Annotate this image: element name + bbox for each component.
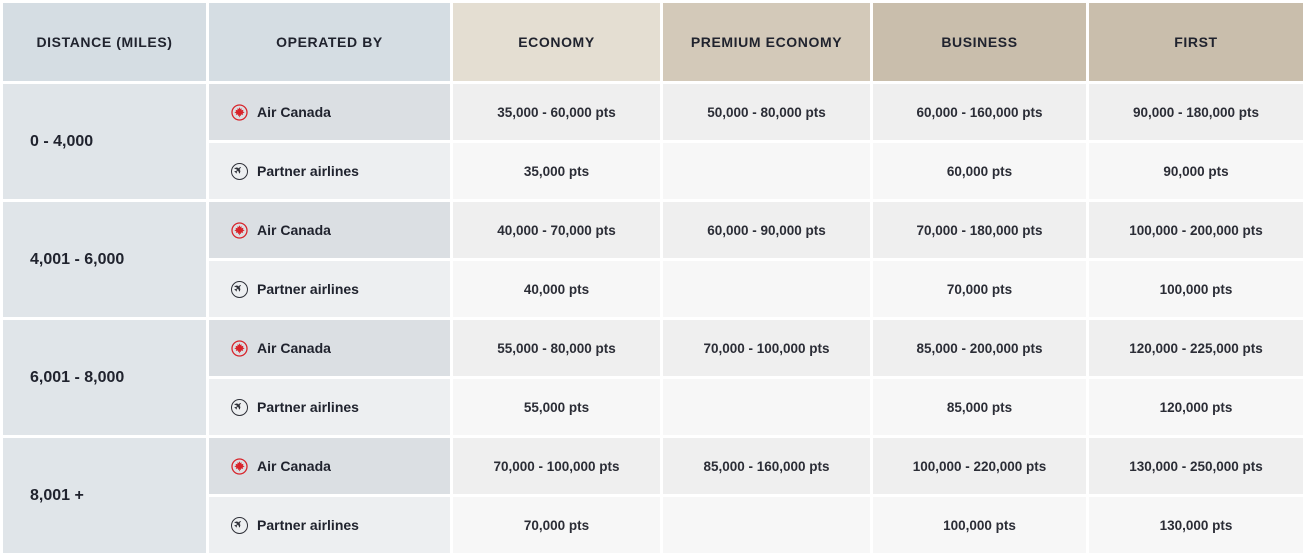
points-cell-premium-economy: 60,000 - 90,000 pts — [663, 202, 870, 258]
points-cell-premium-economy: 85,000 - 160,000 pts — [663, 438, 870, 494]
points-cell-economy: 55,000 pts — [453, 379, 660, 435]
points-cell-premium-economy — [663, 143, 870, 199]
operator-label: Air Canada — [257, 340, 331, 356]
partner-airlines-icon: ✈ — [231, 280, 248, 298]
points-cell-economy: 35,000 pts — [453, 143, 660, 199]
table-row: 6,001 - 8,000 Air Canada 55,000 - 80,000… — [3, 320, 1303, 435]
points-cell-business: 70,000 pts — [873, 261, 1086, 317]
points-cell-premium-economy — [663, 261, 870, 317]
partner-airlines-icon: ✈ — [231, 516, 248, 534]
distance-cell: 8,001 + — [3, 438, 206, 553]
points-cell-first: 120,000 pts — [1089, 379, 1303, 435]
operator-label: Partner airlines — [257, 281, 359, 297]
operator-label: Air Canada — [257, 104, 331, 120]
header-operated-by: OPERATED BY — [209, 3, 450, 81]
points-cell-business: 100,000 pts — [873, 497, 1086, 553]
points-cell-first: 130,000 pts — [1089, 497, 1303, 553]
operator-label: Air Canada — [257, 222, 331, 238]
distance-cell: 4,001 - 6,000 — [3, 202, 206, 317]
operator-cell: ✈ Partner airlines — [209, 379, 450, 435]
distance-cell: 0 - 4,000 — [3, 84, 206, 199]
table-row: ✈ Partner airlines 55,000 pts 85,000 pts… — [3, 379, 1303, 435]
operator-label: Partner airlines — [257, 517, 359, 533]
header-row: DISTANCE (MILES) OPERATED BY ECONOMY PRE… — [3, 3, 1303, 81]
operator-cell: Air Canada — [209, 202, 450, 258]
partner-airlines-icon: ✈ — [231, 398, 248, 416]
points-cell-first: 90,000 pts — [1089, 143, 1303, 199]
operator-label: Air Canada — [257, 458, 331, 474]
points-cell-business: 70,000 - 180,000 pts — [873, 202, 1086, 258]
points-cell-premium-economy — [663, 497, 870, 553]
table-row: ✈ Partner airlines 70,000 pts 100,000 pt… — [3, 497, 1303, 553]
distance-cell: 6,001 - 8,000 — [3, 320, 206, 435]
operator-cell: ✈ Partner airlines — [209, 497, 450, 553]
operator-cell: ✈ Partner airlines — [209, 261, 450, 317]
points-cell-premium-economy: 50,000 - 80,000 pts — [663, 84, 870, 140]
table-row: 0 - 4,000 Air Canada 35,000 - 60,000 pts… — [3, 84, 1303, 199]
air-canada-roundel-icon — [231, 457, 248, 475]
points-cell-premium-economy — [663, 379, 870, 435]
points-cell-business: 100,000 - 220,000 pts — [873, 438, 1086, 494]
header-economy: ECONOMY — [453, 3, 660, 81]
points-cell-economy: 70,000 - 100,000 pts — [453, 438, 660, 494]
operator-label: Partner airlines — [257, 399, 359, 415]
points-cell-economy: 40,000 - 70,000 pts — [453, 202, 660, 258]
header-first: FIRST — [1089, 3, 1303, 81]
header-premium-economy: PREMIUM ECONOMY — [663, 3, 870, 81]
operator-cell: ✈ Partner airlines — [209, 143, 450, 199]
points-cell-business: 85,000 - 200,000 pts — [873, 320, 1086, 376]
points-cell-premium-economy: 70,000 - 100,000 pts — [663, 320, 870, 376]
points-cell-economy: 70,000 pts — [453, 497, 660, 553]
table-row: 4,001 - 6,000 Air Canada 40,000 - 70,000… — [3, 202, 1303, 317]
points-cell-economy: 40,000 pts — [453, 261, 660, 317]
points-cell-first: 130,000 - 250,000 pts — [1089, 438, 1303, 494]
air-canada-roundel-icon — [231, 221, 248, 239]
header-business: BUSINESS — [873, 3, 1086, 81]
points-cell-business: 60,000 pts — [873, 143, 1086, 199]
points-cell-first: 100,000 - 200,000 pts — [1089, 202, 1303, 258]
header-distance: DISTANCE (MILES) — [3, 3, 206, 81]
points-cell-first: 120,000 - 225,000 pts — [1089, 320, 1303, 376]
air-canada-roundel-icon — [231, 339, 248, 357]
points-cell-business: 85,000 pts — [873, 379, 1086, 435]
points-cell-business: 60,000 - 160,000 pts — [873, 84, 1086, 140]
points-cell-economy: 35,000 - 60,000 pts — [453, 84, 660, 140]
partner-airlines-icon: ✈ — [231, 162, 248, 180]
table-row: ✈ Partner airlines 35,000 pts 60,000 pts… — [3, 143, 1303, 199]
operator-cell: Air Canada — [209, 438, 450, 494]
air-canada-roundel-icon — [231, 103, 248, 121]
points-cell-economy: 55,000 - 80,000 pts — [453, 320, 660, 376]
operator-label: Partner airlines — [257, 163, 359, 179]
table-row: 8,001 + Air Canada 70,000 - 100,000 pts … — [3, 438, 1303, 553]
points-cell-first: 100,000 pts — [1089, 261, 1303, 317]
operator-cell: Air Canada — [209, 320, 450, 376]
points-cell-first: 90,000 - 180,000 pts — [1089, 84, 1303, 140]
table-row: ✈ Partner airlines 40,000 pts 70,000 pts… — [3, 261, 1303, 317]
operator-cell: Air Canada — [209, 84, 450, 140]
